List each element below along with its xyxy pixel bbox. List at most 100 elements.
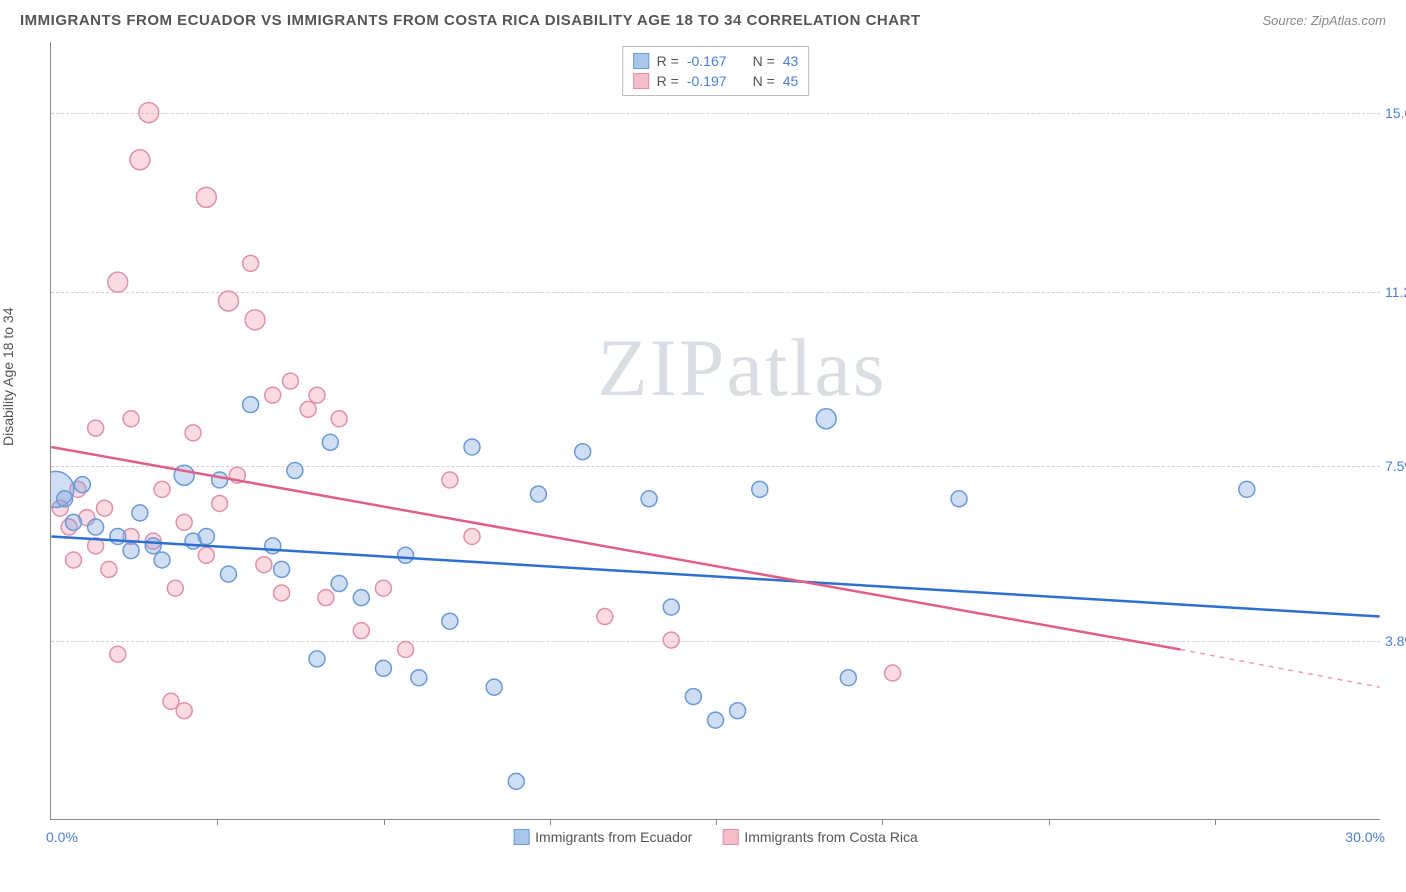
data-point (575, 444, 591, 460)
data-point (411, 670, 427, 686)
data-point (154, 481, 170, 497)
data-point (530, 486, 546, 502)
data-point (331, 411, 347, 427)
data-point (398, 641, 414, 657)
y-tick-label: 3.8% (1385, 633, 1406, 649)
legend-item-ecuador: Immigrants from Ecuador (513, 829, 692, 845)
r-label: R = (657, 53, 679, 69)
data-point (185, 425, 201, 441)
data-point (685, 689, 701, 705)
data-point (309, 651, 325, 667)
data-point (375, 660, 391, 676)
data-point (375, 580, 391, 596)
x-tick (1215, 819, 1216, 825)
data-point (597, 609, 613, 625)
data-point (663, 632, 679, 648)
data-point (951, 491, 967, 507)
n-label: N = (753, 73, 775, 89)
data-point (110, 646, 126, 662)
legend-label-costarica: Immigrants from Costa Rica (744, 829, 917, 845)
data-point (88, 420, 104, 436)
data-point (66, 514, 82, 530)
data-point (331, 576, 347, 592)
data-point (318, 590, 334, 606)
r-value-ecuador: -0.167 (687, 53, 727, 69)
data-point (398, 547, 414, 563)
data-point (108, 272, 128, 292)
data-point (287, 463, 303, 479)
data-point (464, 439, 480, 455)
data-point (885, 665, 901, 681)
trend-line (51, 536, 1379, 616)
data-point (57, 491, 73, 507)
n-label: N = (753, 53, 775, 69)
data-point (196, 187, 216, 207)
data-point (145, 538, 161, 554)
data-point (167, 580, 183, 596)
x-tick (882, 819, 883, 825)
data-point (176, 703, 192, 719)
data-point (1239, 481, 1255, 497)
chart-header: IMMIGRANTS FROM ECUADOR VS IMMIGRANTS FR… (0, 0, 1406, 37)
data-point (139, 103, 159, 123)
trend-line (51, 447, 1180, 649)
legend-item-costarica: Immigrants from Costa Rica (722, 829, 917, 845)
data-point (123, 543, 139, 559)
corr-row-costarica: R = -0.197 N = 45 (633, 71, 799, 91)
data-point (123, 411, 139, 427)
scatter-plot-svg (51, 42, 1380, 819)
data-point (174, 465, 194, 485)
data-point (282, 373, 298, 389)
y-tick-label: 11.2% (1385, 284, 1406, 300)
data-point (752, 481, 768, 497)
data-point (243, 255, 259, 271)
data-point (309, 387, 325, 403)
x-tick (1049, 819, 1050, 825)
n-value-ecuador: 43 (783, 53, 799, 69)
legend-swatch-ecuador-icon (513, 829, 529, 845)
data-point (132, 505, 148, 521)
data-point (641, 491, 657, 507)
data-point (274, 585, 290, 601)
legend-label-ecuador: Immigrants from Ecuador (535, 829, 692, 845)
corr-row-ecuador: R = -0.167 N = 43 (633, 51, 799, 71)
data-point (88, 519, 104, 535)
data-point (110, 528, 126, 544)
n-value-costarica: 45 (783, 73, 799, 89)
correlation-box: R = -0.167 N = 43 R = -0.197 N = 45 (622, 46, 810, 96)
chart-container: ZIPatlas R = -0.167 N = 43 R = -0.197 N … (50, 42, 1386, 820)
swatch-ecuador-icon (633, 53, 649, 69)
data-point (442, 472, 458, 488)
r-value-costarica: -0.197 (687, 73, 727, 89)
data-point (130, 150, 150, 170)
legend-swatch-costarica-icon (722, 829, 738, 845)
y-tick-label: 15.0% (1385, 105, 1406, 121)
legend: Immigrants from Ecuador Immigrants from … (513, 829, 918, 845)
y-tick-label: 7.5% (1385, 458, 1406, 474)
data-point (508, 773, 524, 789)
data-point (198, 528, 214, 544)
data-point (816, 409, 836, 429)
plot-area: ZIPatlas R = -0.167 N = 43 R = -0.197 N … (50, 42, 1380, 820)
data-point (256, 557, 272, 573)
x-tick (716, 819, 717, 825)
data-point (265, 387, 281, 403)
x-tick (217, 819, 218, 825)
data-point (730, 703, 746, 719)
data-point (218, 291, 238, 311)
swatch-costarica-icon (633, 73, 649, 89)
data-point (274, 561, 290, 577)
data-point (300, 401, 316, 417)
data-point (840, 670, 856, 686)
chart-title: IMMIGRANTS FROM ECUADOR VS IMMIGRANTS FR… (20, 12, 921, 29)
data-point (212, 472, 228, 488)
data-point (353, 590, 369, 606)
r-label: R = (657, 73, 679, 89)
data-point (96, 500, 112, 516)
data-point (154, 552, 170, 568)
source-label: Source: ZipAtlas.com (1262, 13, 1386, 28)
data-point (245, 310, 265, 330)
data-point (101, 561, 117, 577)
data-point (74, 477, 90, 493)
x-axis-max-label: 30.0% (1345, 829, 1385, 845)
